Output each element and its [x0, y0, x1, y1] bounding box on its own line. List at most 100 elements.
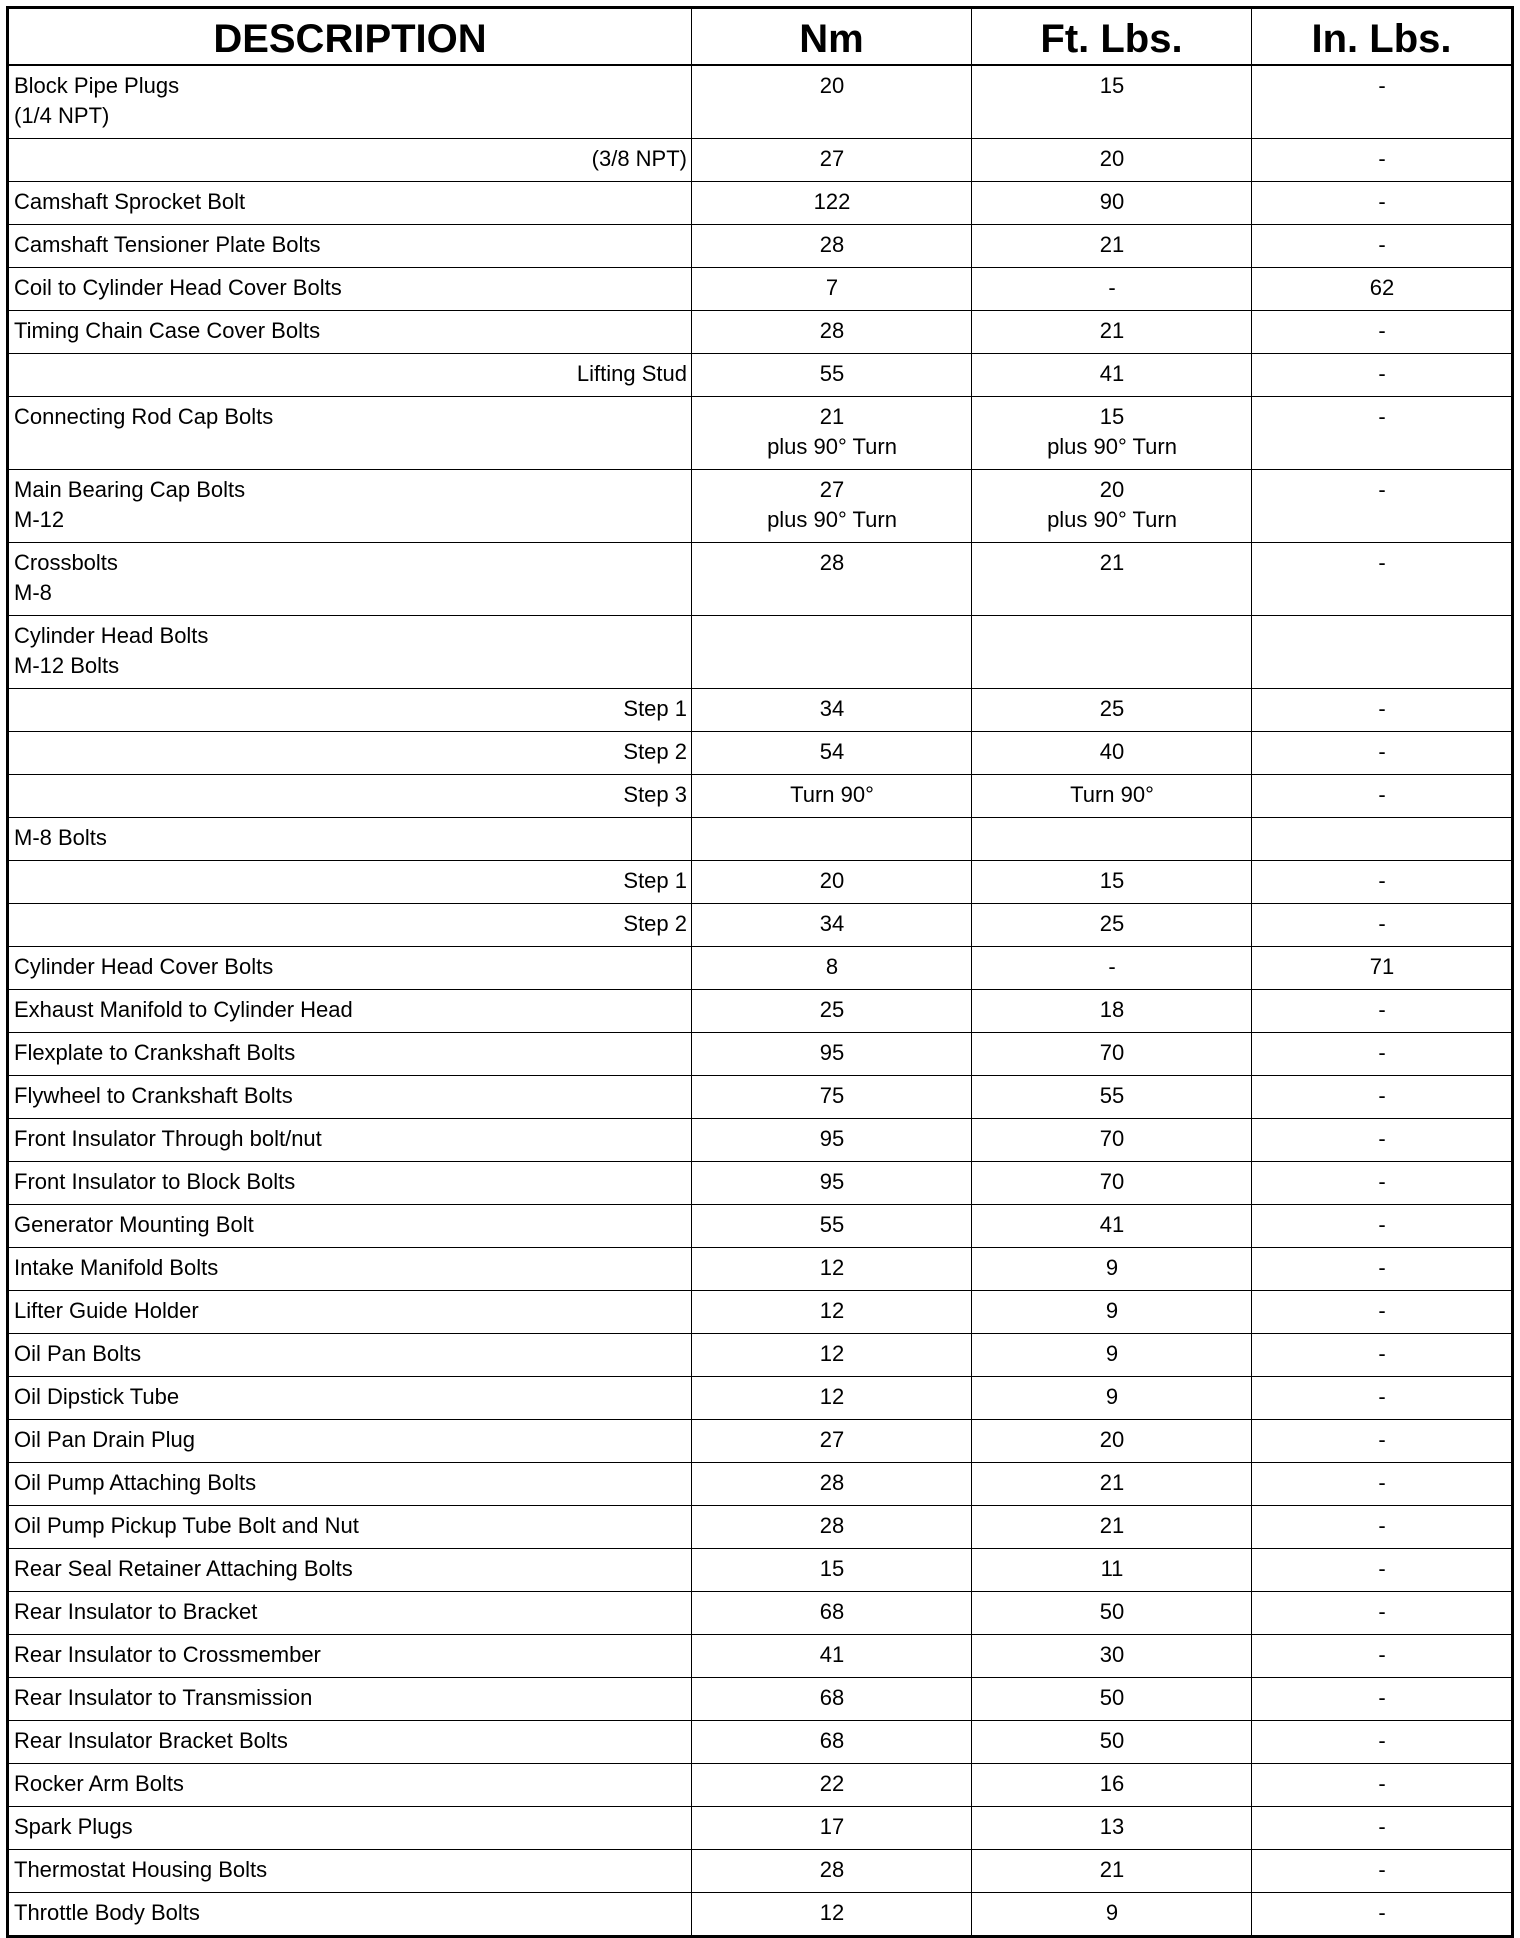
table-row: Step 2 34 25- — [7, 903, 1513, 947]
cell-in-lbs: - — [1251, 1720, 1513, 1764]
cell-in-lbs: - — [1251, 1161, 1513, 1205]
header-in-lbs: In. Lbs. — [1251, 7, 1513, 66]
table-row: Step 1 20 15- — [7, 860, 1513, 904]
cell-nm: Turn 90° — [691, 774, 972, 818]
cell-in-lbs: - — [1251, 1118, 1513, 1162]
cell-nm: 68 — [691, 1677, 972, 1721]
cell-nm: 25 — [691, 989, 972, 1033]
table-row: Rear Insulator Bracket Bolts 68 50- — [7, 1720, 1513, 1764]
cell-in-lbs: - — [1251, 731, 1513, 775]
cell-in-lbs: - — [1251, 469, 1513, 543]
torque-spec-table: DESCRIPTION Nm Ft. Lbs. In. Lbs. Block P… — [6, 6, 1514, 1938]
table-row: Rear Insulator to Bracket 68 50- — [7, 1591, 1513, 1635]
table-row: Cylinder Head Cover Bolts 8-71 — [7, 946, 1513, 990]
cell-ft-lbs — [971, 615, 1252, 689]
table-row: Front Insulator to Block Bolts 95 70- — [7, 1161, 1513, 1205]
cell-ft-lbs: 20 — [971, 1419, 1252, 1463]
cell-description: Front Insulator to Block Bolts — [7, 1161, 692, 1205]
table-row: Oil Dipstick Tube 12 9- — [7, 1376, 1513, 1420]
cell-nm: 55 — [691, 1204, 972, 1248]
cell-description: Main Bearing Cap Bolts M-12 — [7, 469, 692, 543]
table-row: Oil Pump Attaching Bolts 28 21- — [7, 1462, 1513, 1506]
table-row: Oil Pan Drain Plug 27 20- — [7, 1419, 1513, 1463]
cell-in-lbs: - — [1251, 1204, 1513, 1248]
table-row: Lifting Stud 55 41- — [7, 353, 1513, 397]
cell-description: Rear Insulator to Crossmember — [7, 1634, 692, 1678]
cell-ft-lbs: 41 — [971, 353, 1252, 397]
cell-in-lbs: - — [1251, 1763, 1513, 1807]
cell-ft-lbs: 21 — [971, 1462, 1252, 1506]
cell-in-lbs: - — [1251, 1247, 1513, 1291]
table-row: Main Bearing Cap Bolts M-12 27 plus 90° T… — [7, 469, 1513, 543]
table-row: Camshaft Sprocket Bolt 122 90- — [7, 181, 1513, 225]
cell-nm: 122 — [691, 181, 972, 225]
cell-ft-lbs: - — [971, 267, 1252, 311]
cell-nm: 12 — [691, 1892, 972, 1937]
cell-ft-lbs: 13 — [971, 1806, 1252, 1850]
cell-ft-lbs: 55 — [971, 1075, 1252, 1119]
cell-nm: 22 — [691, 1763, 972, 1807]
cell-nm: 28 — [691, 310, 972, 354]
cell-nm — [691, 817, 972, 861]
cell-description: Step 1 — [7, 860, 692, 904]
cell-ft-lbs: 70 — [971, 1161, 1252, 1205]
cell-in-lbs: - — [1251, 1849, 1513, 1893]
cell-nm: 20 — [691, 860, 972, 904]
cell-nm: 75 — [691, 1075, 972, 1119]
cell-description: Rear Insulator to Transmission — [7, 1677, 692, 1721]
cell-in-lbs: - — [1251, 138, 1513, 182]
cell-in-lbs: - — [1251, 1591, 1513, 1635]
cell-description: M-8 Bolts — [7, 817, 692, 861]
cell-description: Spark Plugs — [7, 1806, 692, 1850]
cell-ft-lbs: 41 — [971, 1204, 1252, 1248]
cell-nm: 68 — [691, 1720, 972, 1764]
table-row: Exhaust Manifold to Cylinder Head 25 18- — [7, 989, 1513, 1033]
table-row: Oil Pan Bolts 12 9- — [7, 1333, 1513, 1377]
cell-ft-lbs: 9 — [971, 1892, 1252, 1937]
cell-nm: 34 — [691, 903, 972, 947]
table-row: Step 1 34 25- — [7, 688, 1513, 732]
cell-nm: 17 — [691, 1806, 972, 1850]
cell-description: Front Insulator Through bolt/nut — [7, 1118, 692, 1162]
cell-ft-lbs: 15 — [971, 64, 1252, 139]
cell-description: Timing Chain Case Cover Bolts — [7, 310, 692, 354]
cell-ft-lbs: 18 — [971, 989, 1252, 1033]
cell-ft-lbs: 70 — [971, 1118, 1252, 1162]
cell-description: Oil Pan Drain Plug — [7, 1419, 692, 1463]
cell-in-lbs: - — [1251, 1032, 1513, 1076]
header-description: DESCRIPTION — [7, 7, 692, 66]
cell-description: Exhaust Manifold to Cylinder Head — [7, 989, 692, 1033]
cell-ft-lbs: 9 — [971, 1247, 1252, 1291]
cell-nm — [691, 615, 972, 689]
cell-ft-lbs: 50 — [971, 1677, 1252, 1721]
table-row: Coil to Cylinder Head Cover Bolts 7-62 — [7, 267, 1513, 311]
cell-description: Step 2 — [7, 731, 692, 775]
cell-in-lbs: - — [1251, 1548, 1513, 1592]
cell-ft-lbs: 50 — [971, 1720, 1252, 1764]
cell-in-lbs: - — [1251, 542, 1513, 616]
cell-nm: 55 — [691, 353, 972, 397]
table-body: Block Pipe Plugs (1/4 NPT) 20 15- (3/8 NPT)… — [7, 64, 1513, 1937]
cell-ft-lbs: 20 plus 90° Turn — [971, 469, 1252, 543]
table-row: Camshaft Tensioner Plate Bolts 28 21- — [7, 224, 1513, 268]
table-row: Intake Manifold Bolts 12 9- — [7, 1247, 1513, 1291]
cell-in-lbs: - — [1251, 1333, 1513, 1377]
cell-nm: 28 — [691, 224, 972, 268]
cell-nm: 28 — [691, 1505, 972, 1549]
table-row: Rocker Arm Bolts 22 16- — [7, 1763, 1513, 1807]
table-row: Flexplate to Crankshaft Bolts 95 70- — [7, 1032, 1513, 1076]
cell-nm: 28 — [691, 1849, 972, 1893]
table-row: Thermostat Housing Bolts 28 21- — [7, 1849, 1513, 1893]
cell-ft-lbs: - — [971, 946, 1252, 990]
cell-ft-lbs: 21 — [971, 542, 1252, 616]
cell-description: Intake Manifold Bolts — [7, 1247, 692, 1291]
cell-in-lbs: - — [1251, 1419, 1513, 1463]
cell-in-lbs: - — [1251, 1075, 1513, 1119]
cell-in-lbs: - — [1251, 774, 1513, 818]
cell-in-lbs — [1251, 817, 1513, 861]
cell-description: Lifter Guide Holder — [7, 1290, 692, 1334]
cell-nm: 28 — [691, 1462, 972, 1506]
header-nm: Nm — [691, 7, 972, 66]
cell-nm: 12 — [691, 1290, 972, 1334]
cell-ft-lbs: 25 — [971, 903, 1252, 947]
